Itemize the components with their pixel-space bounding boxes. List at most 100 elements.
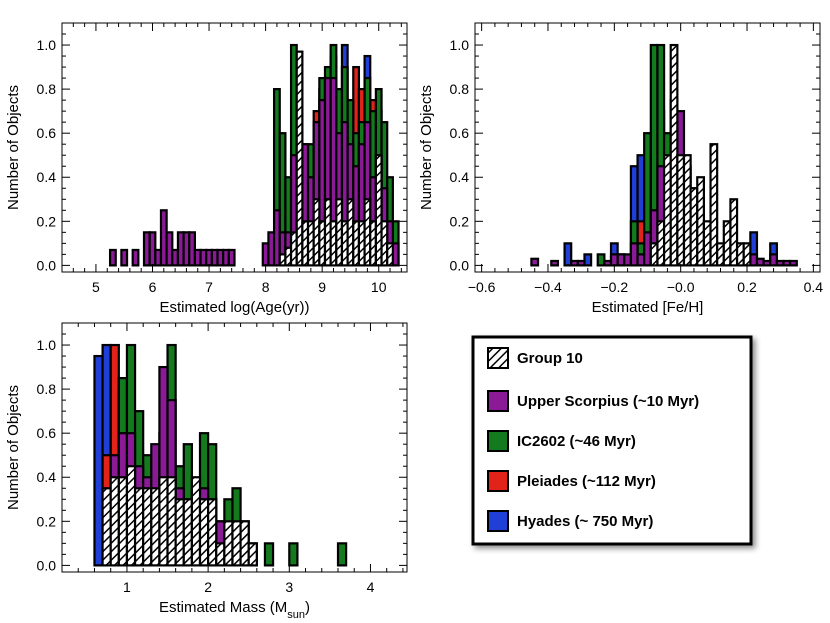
legend-entry-pleiades: Pleiades (~112 Myr): [487, 470, 656, 492]
y-tick-label: 0.8: [37, 81, 57, 97]
bar: [142, 487, 153, 567]
y-tick-label: 0.2: [37, 513, 57, 529]
series-group-10: [101, 465, 258, 567]
y-tick-label: 0.2: [37, 213, 57, 229]
bar: [131, 248, 140, 267]
bar: [174, 498, 185, 567]
y-tick-label: 0.8: [450, 81, 470, 97]
legend-entry-hyades: Hyades (~ 750 Myr): [487, 510, 653, 532]
x-tick-label: −0.4: [534, 279, 562, 295]
bar: [263, 542, 275, 567]
series-group-10: [278, 50, 394, 267]
x-tick-label: 0.2: [737, 279, 757, 295]
bar: [530, 257, 540, 267]
legend-entry-ic2602: IC2602 (~46 Myr): [487, 430, 636, 452]
y-tick-label: 0.6: [37, 425, 57, 441]
bar: [295, 50, 304, 267]
feh-histogram-panel: −0.6 −0.4 −0.2 −0.0 0.2 0.4 0.0 0.2 0.4 0.6 0.8 1.0…: [418, 22, 824, 316]
x-axis-label: Estimated Mass (Msun): [159, 599, 310, 621]
x-tick-label: 6: [149, 279, 157, 295]
bar: [231, 520, 242, 567]
x-axis-label: Estimated log(Age(yr)): [159, 299, 309, 316]
bar: [550, 259, 560, 267]
plot-frame: [474, 22, 821, 273]
bar: [386, 242, 394, 267]
x-tick-label: 7: [205, 279, 213, 295]
bars: [93, 343, 348, 567]
bar: [247, 542, 258, 567]
bar: [769, 253, 778, 267]
bar: [158, 476, 169, 567]
legend: Group 10 Upper Scorpius (~10 Myr) IC2602…: [471, 335, 753, 546]
y-tick-label: 0.0: [37, 257, 57, 273]
bar: [133, 487, 145, 567]
bar: [190, 476, 202, 567]
bar: [729, 198, 739, 267]
legend-swatch-pleiades: [487, 470, 509, 492]
bar: [166, 476, 177, 567]
mass-histogram-panel: 1 2 3 4 0.0 0.2 0.4 0.6 0.8 1.0 Estimated Mass (Ms…: [5, 322, 408, 621]
legend-label-ic2602: IC2602 (~46 Myr): [517, 433, 636, 450]
legend-entry-group10: Group 10: [487, 347, 583, 369]
y-tick-label: 0.0: [450, 257, 470, 273]
y-axis-label: Number of Objects: [5, 385, 22, 510]
bar: [789, 259, 798, 267]
x-tick-label: 4: [367, 579, 375, 595]
legend-entry-upper-scorpius: Upper Scorpius (~10 Myr): [487, 390, 699, 412]
bar: [188, 231, 197, 267]
legend-label-group10: Group 10: [517, 350, 583, 367]
legend-label-hyades: Hyades (~ 750 Myr): [517, 513, 653, 530]
bars: [530, 43, 798, 267]
legend-swatch-upper-scorpius: [487, 390, 509, 412]
age-histogram-panel: 5 6 7 8 9 10 0.0 0.2 0.4 0.6 0.8 1.0 Estimated log(A…: [5, 22, 408, 316]
legend-swatch-hyades: [487, 510, 509, 532]
y-tick-label: 1.0: [37, 37, 57, 53]
y-tick-label: 0.4: [37, 469, 57, 485]
x-tick-label: 9: [318, 279, 326, 295]
bar: [125, 465, 137, 567]
bar: [288, 542, 299, 567]
bar: [215, 542, 226, 567]
y-axis-label: Number of Objects: [418, 85, 435, 210]
legend-label-pleiades: Pleiades (~112 Myr): [517, 473, 656, 490]
bar: [576, 259, 586, 267]
plot-frame: [61, 22, 408, 273]
x-axis-label: Estimated [Fe/H]: [592, 299, 704, 316]
x-tick-label: 10: [371, 279, 387, 295]
x-tick-label: −0.6: [468, 279, 496, 295]
bar: [150, 487, 161, 567]
y-tick-label: 0.8: [37, 381, 57, 397]
y-tick-label: 1.0: [450, 37, 470, 53]
y-tick-label: 0.6: [450, 125, 470, 141]
bar: [336, 542, 348, 567]
bar: [742, 242, 752, 267]
y-axis-label: Number of Objects: [5, 85, 22, 210]
bar: [165, 231, 174, 267]
bar: [583, 253, 593, 267]
bar: [207, 498, 218, 567]
x-tick-label: 1: [123, 579, 131, 595]
bar: [709, 143, 719, 267]
bar: [93, 354, 104, 567]
y-tick-label: 0.4: [450, 169, 470, 185]
bar: [227, 248, 236, 267]
legend-box: [471, 335, 753, 546]
y-tick-label: 0.0: [37, 557, 57, 573]
bar: [596, 253, 606, 267]
bar: [108, 248, 117, 267]
y-tick-label: 0.4: [37, 169, 57, 185]
y-tick-label: 0.2: [450, 213, 470, 229]
x-tick-label: 0.4: [804, 279, 824, 295]
bar: [117, 476, 129, 567]
bar: [239, 520, 250, 567]
bar: [120, 248, 129, 267]
x-tick-label: 8: [262, 279, 270, 295]
x-tick-label: −0.0: [667, 279, 695, 295]
bar: [223, 520, 234, 567]
bar: [563, 242, 573, 267]
x-tick-label: 3: [285, 579, 293, 595]
plot-frame: [61, 322, 408, 573]
bar: [109, 476, 120, 567]
bar: [101, 487, 112, 567]
